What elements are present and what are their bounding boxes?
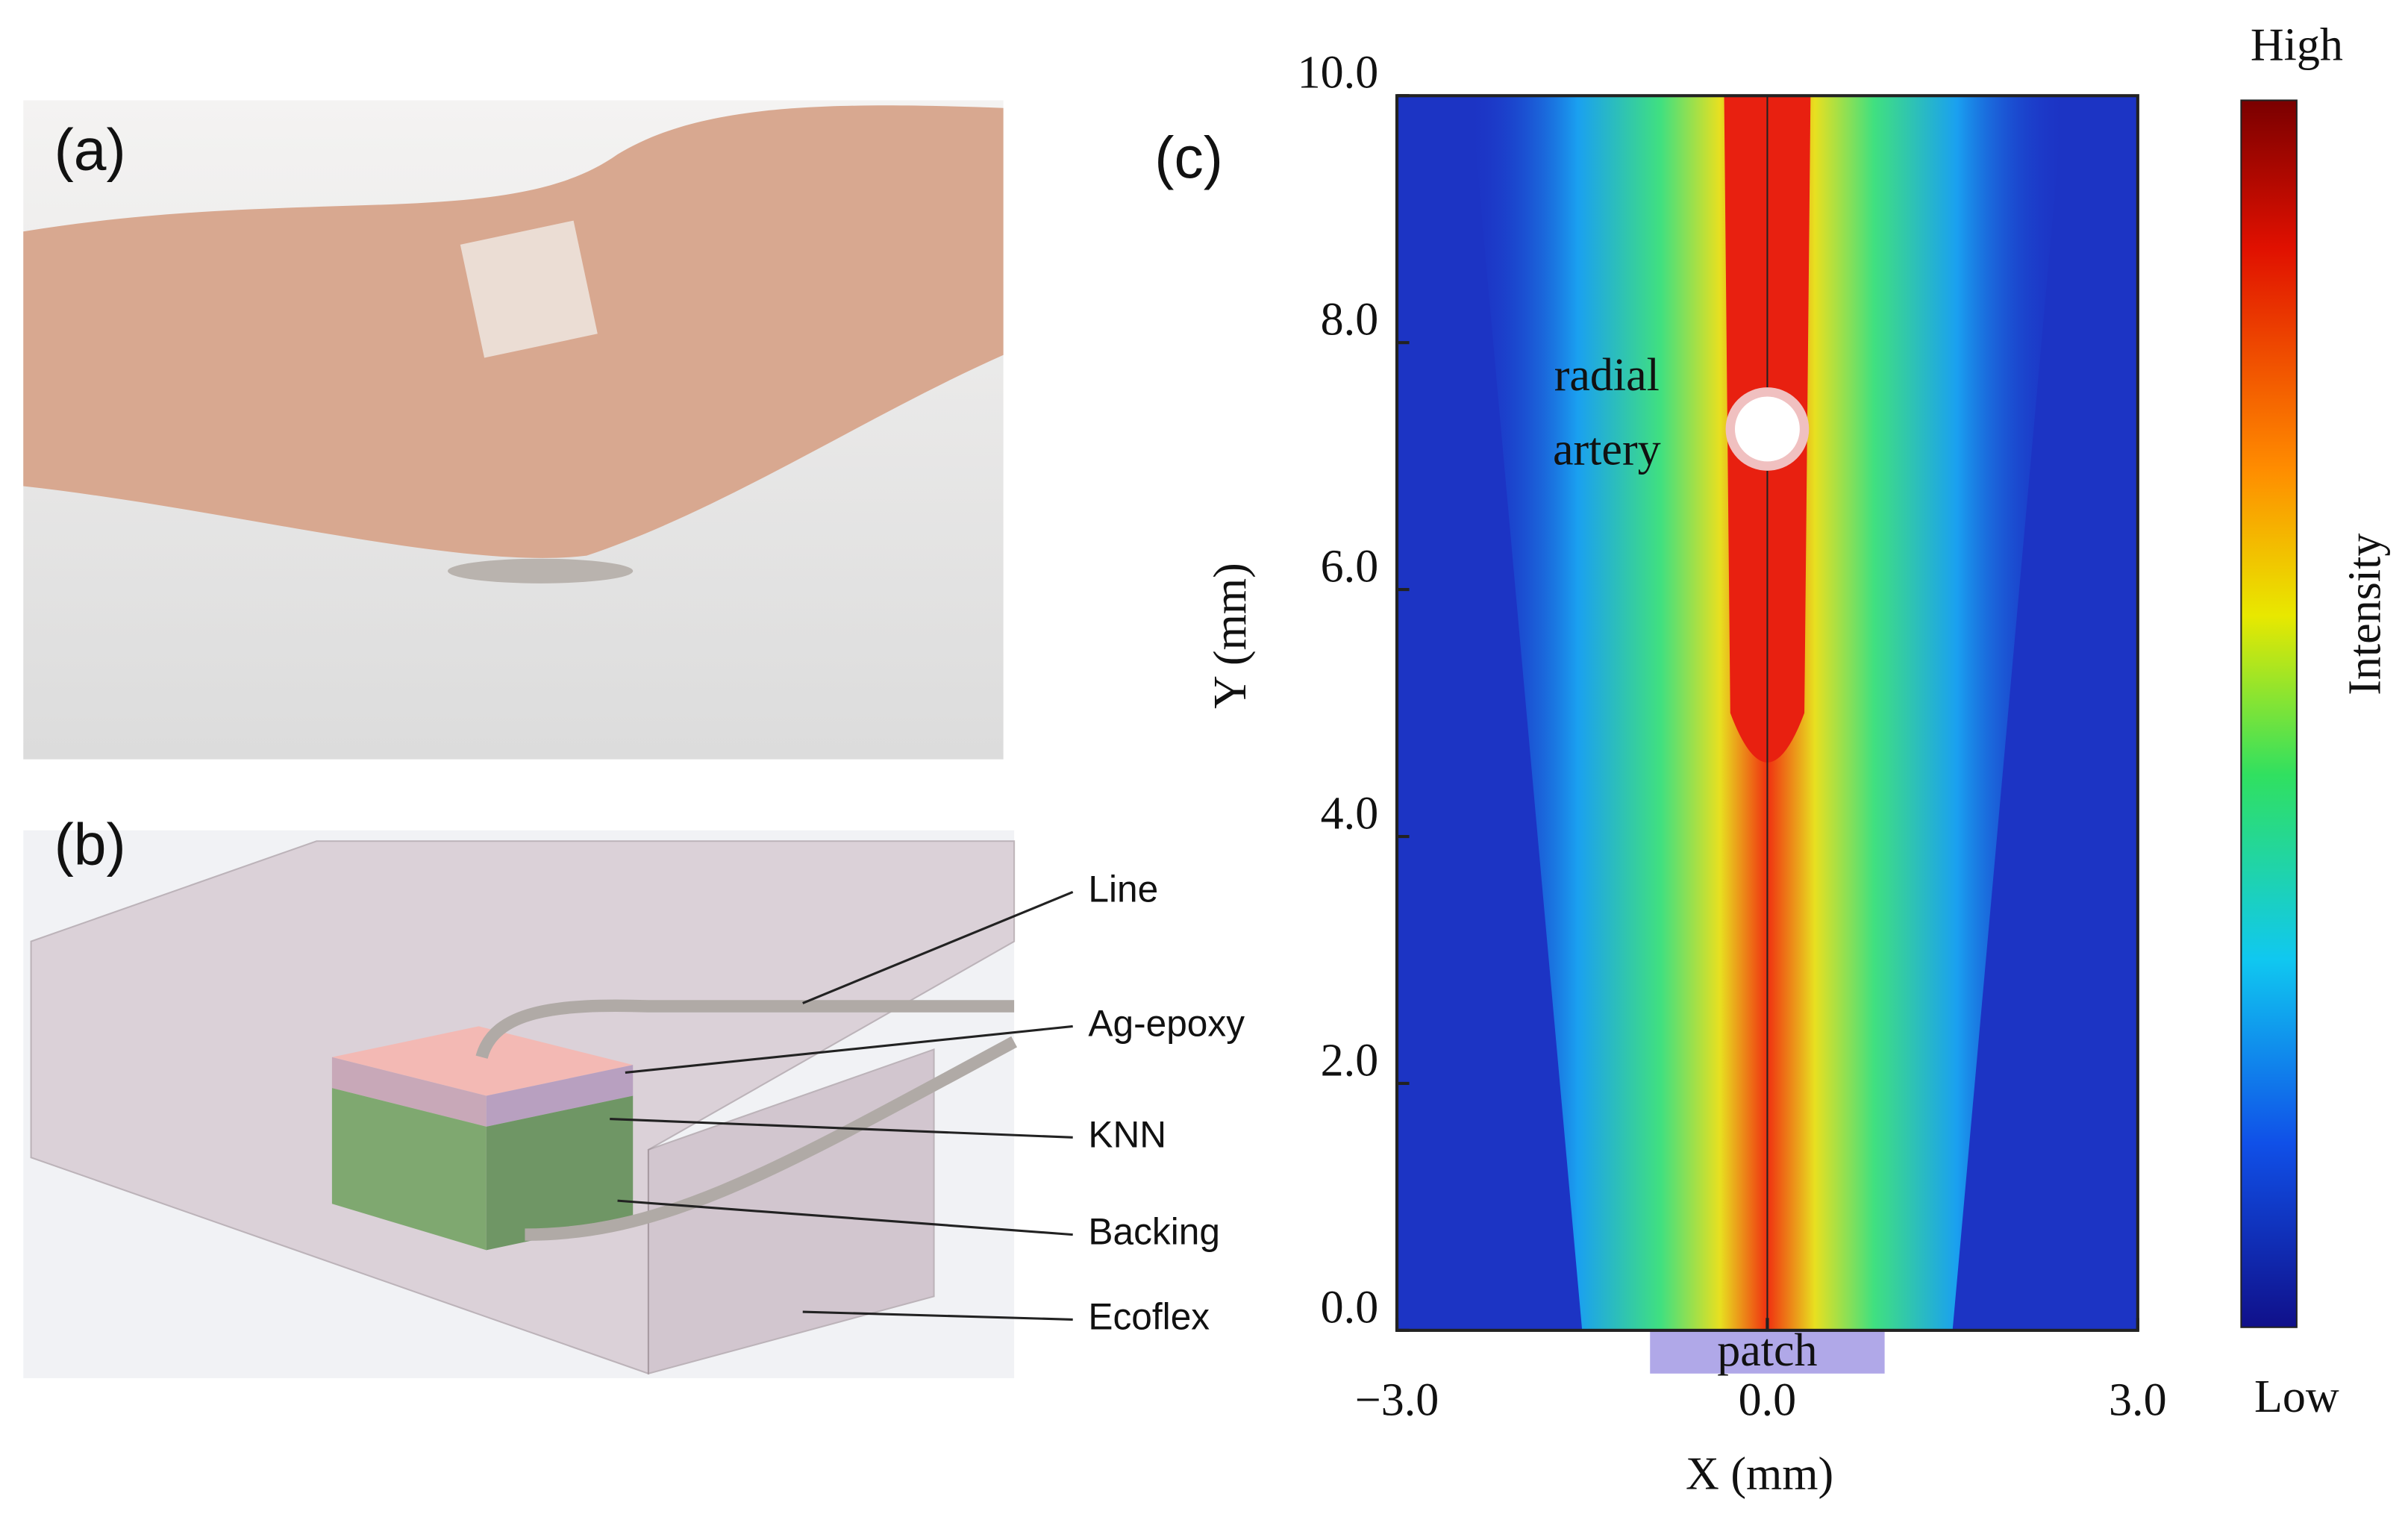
y-tick-label: 8.0 bbox=[1321, 295, 1379, 345]
diagram-label: KNN bbox=[1088, 1113, 1166, 1155]
diagram-label: Backing bbox=[1088, 1211, 1220, 1253]
y-tick-label: 10.0 bbox=[1298, 48, 1379, 98]
x-axis-label: X (mm) bbox=[1686, 1449, 1833, 1500]
annotation: artery bbox=[1553, 424, 1661, 475]
x-tick-label: −3.0 bbox=[1355, 1374, 1439, 1425]
photo bbox=[23, 100, 1004, 760]
panel-label: (b) bbox=[54, 811, 126, 877]
patch bbox=[1650, 1330, 1885, 1374]
y-tick-label: 2.0 bbox=[1321, 1035, 1379, 1086]
x-tick-label: 0.0 bbox=[1739, 1374, 1797, 1425]
y-tick-label: 0.0 bbox=[1321, 1282, 1379, 1333]
diagram-label: Ag-epoxy bbox=[1088, 1003, 1245, 1045]
colorbar-high: High bbox=[2251, 19, 2343, 70]
annotation: radial bbox=[1554, 350, 1660, 401]
y-tick-label: 4.0 bbox=[1321, 788, 1379, 839]
x-tick-label: 3.0 bbox=[2109, 1374, 2167, 1425]
artery bbox=[1725, 387, 1810, 471]
annotation: patch bbox=[1717, 1325, 1817, 1376]
panel-label: (c) bbox=[1154, 125, 1223, 190]
diagram-label: Line bbox=[1088, 869, 1158, 910]
y-axis-label: Y (mm) bbox=[1205, 563, 1256, 709]
y-tick-label: 6.0 bbox=[1321, 542, 1379, 592]
diagram-label: Ecoflex bbox=[1088, 1296, 1210, 1338]
device-diagram bbox=[23, 830, 1074, 1378]
colorbar-label: Intensity bbox=[2339, 534, 2390, 695]
colorbar bbox=[2240, 99, 2298, 1328]
colorbar-low: Low bbox=[2254, 1371, 2339, 1422]
panel-label: (a) bbox=[54, 117, 126, 183]
